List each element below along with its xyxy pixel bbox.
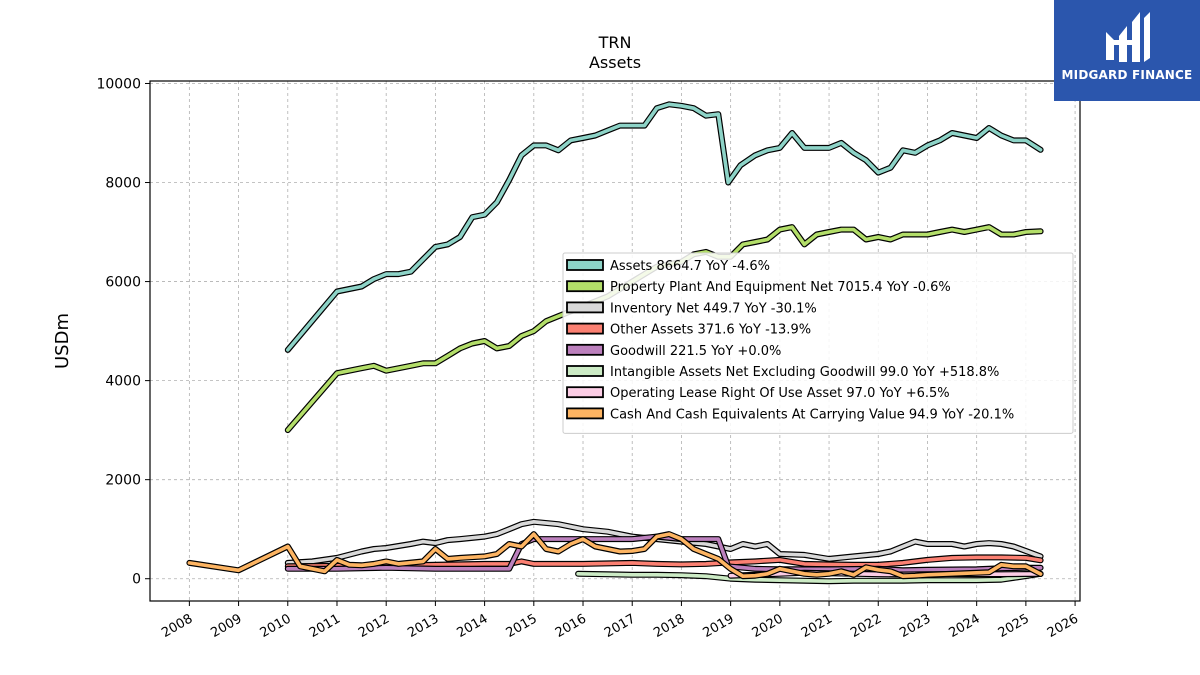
legend-swatch xyxy=(566,322,604,335)
x-tick-label: 2018 xyxy=(651,611,687,641)
midgard-logo-icon xyxy=(1054,0,1200,101)
series-line xyxy=(285,102,1043,352)
x-tick-label: 2020 xyxy=(750,611,786,641)
legend-entry: Assets 8664.7 YoY -4.6% xyxy=(610,259,770,274)
legend-swatch xyxy=(566,259,604,271)
x-tick-label: 2025 xyxy=(996,611,1032,641)
y-tick-label: 0 xyxy=(132,572,141,588)
x-tick-label: 2015 xyxy=(504,611,540,641)
legend-swatch xyxy=(566,365,604,377)
x-tick-label: 2011 xyxy=(307,611,343,641)
x-tick-label: 2021 xyxy=(799,611,835,641)
x-tick-label: 2023 xyxy=(897,611,933,641)
x-tick-label: 2009 xyxy=(208,611,244,641)
x-tick-label: 2026 xyxy=(1045,611,1081,641)
x-tick-label: 2008 xyxy=(159,611,195,641)
series-line xyxy=(576,571,1043,584)
series-line xyxy=(285,519,1043,565)
y-tick-label: 6000 xyxy=(105,275,141,291)
x-tick-label: 2022 xyxy=(848,611,884,641)
legend-entry: Intangible Assets Net Excluding Goodwill… xyxy=(610,365,999,380)
x-tick-label: 2010 xyxy=(258,611,294,641)
legend-entry: Other Assets 371.6 YoY -13.9% xyxy=(610,323,811,338)
series-lines xyxy=(186,101,1044,585)
y-axis-label: USDm xyxy=(52,313,73,369)
legend-box xyxy=(562,252,1074,434)
legend-entry: Operating Lease Right Of Use Asset 97.0 … xyxy=(610,386,950,401)
chart-title: TRN xyxy=(598,33,632,52)
legend: Assets 8664.7 YoY -4.6% Property Plant An… xyxy=(562,252,1074,434)
y-axis: 0 2000 4000 6000 8000 10000 xyxy=(96,76,150,588)
x-tick-label: 2012 xyxy=(356,611,392,641)
plot-frame xyxy=(149,80,1081,602)
x-axis: 2008 2009 2010 2011 2012 2013 2014 2015 2016 2017… xyxy=(159,601,1081,641)
legend-swatch xyxy=(566,407,604,420)
legend-swatch xyxy=(566,301,604,314)
legend-entry: Goodwill 221.5 YoY +0.0% xyxy=(610,344,781,359)
series-line xyxy=(285,534,1043,573)
x-tick-label: 2024 xyxy=(947,611,983,641)
chart-subtitle: Assets xyxy=(589,53,641,72)
x-tick-label: 2016 xyxy=(553,611,589,641)
brand-badge: MIDGARD FINANCE xyxy=(1054,0,1200,101)
x-tick-label: 2014 xyxy=(454,611,490,641)
series-line xyxy=(187,532,1043,579)
x-tick-label: 2019 xyxy=(700,611,736,641)
y-tick-label: 10000 xyxy=(96,76,141,92)
y-tick-label: 4000 xyxy=(105,374,141,390)
legend-entry: Cash And Cash Equivalents At Carrying Va… xyxy=(610,407,1014,422)
legend-swatch xyxy=(566,343,604,356)
y-tick-label: 8000 xyxy=(105,176,141,192)
brand-name: MIDGARD FINANCE xyxy=(1061,68,1193,82)
y-tick-label: 2000 xyxy=(105,473,141,489)
x-tick-label: 2013 xyxy=(405,611,441,641)
legend-entry: Property Plant And Equipment Net 7015.4 … xyxy=(610,280,951,295)
legend-swatch xyxy=(566,386,604,399)
legend-swatch xyxy=(566,280,604,293)
x-tick-label: 2017 xyxy=(602,611,638,641)
series-line xyxy=(285,555,1043,569)
legend-entry: Inventory Net 449.7 YoY -30.1% xyxy=(610,301,817,316)
